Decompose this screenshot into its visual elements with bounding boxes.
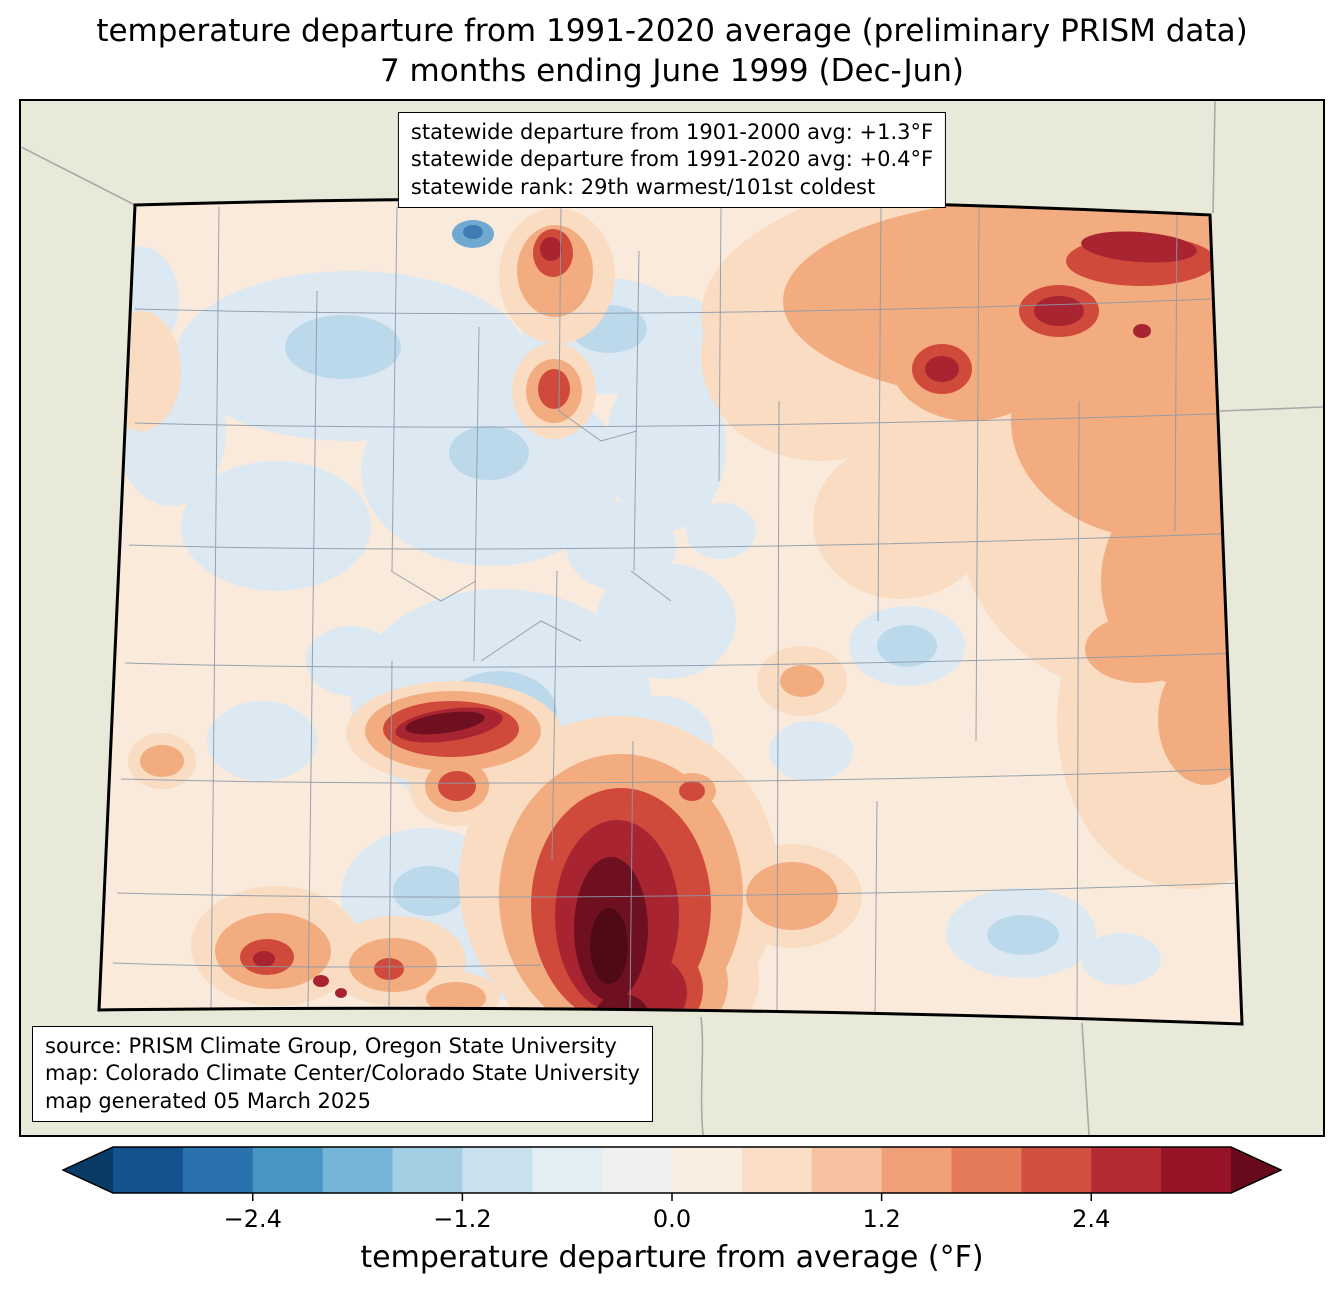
colorbar-segment [1161, 1147, 1232, 1193]
colorbar: −2.4 −1.2 0.0 1.2 2.4 [62, 1145, 1282, 1237]
colorbar-segment [532, 1147, 603, 1193]
colorbar-segment [1091, 1147, 1162, 1193]
colorbar-tick-labels: −2.4 −1.2 0.0 1.2 2.4 [62, 1203, 1282, 1237]
colorbar-tick-marks [252, 1193, 1092, 1201]
colorbar-tick-label: 1.2 [862, 1205, 901, 1233]
colorbar-segment [951, 1147, 1022, 1193]
colorbar-tick-label: −1.2 [433, 1205, 492, 1233]
colorbar-outline [62, 1146, 1282, 1194]
cool-anomaly-strong [452, 220, 494, 248]
anomaly-fills [99, 198, 1242, 1024]
colorbar-segment [322, 1147, 394, 1193]
colorbar-arrow-right [1231, 1147, 1281, 1193]
map-panel: statewide departure from 1901-2000 avg: … [19, 99, 1325, 1137]
colorbar-tick-label: −2.4 [223, 1205, 282, 1233]
source-credit-box: source: PRISM Climate Group, Oregon Stat… [32, 1026, 653, 1122]
colorbar-segment [392, 1147, 463, 1193]
stats-line-3: statewide rank: 29th warmest/101st colde… [410, 174, 876, 199]
colorbar-segment [811, 1147, 883, 1193]
colorbar-segments [113, 1147, 1232, 1193]
colorbar-segment [741, 1147, 813, 1193]
colorbar-segment [881, 1147, 953, 1193]
colorbar-segment [602, 1147, 673, 1193]
colorbar-segment [113, 1147, 184, 1193]
colorbar-tick-label: 2.4 [1072, 1205, 1111, 1233]
colorbar-segment [252, 1147, 324, 1193]
stats-line-1: statewide departure from 1901-2000 avg: … [410, 120, 934, 144]
figure-title: temperature departure from 1991-2020 ave… [0, 12, 1344, 91]
colorbar-tick-label: 0.0 [652, 1205, 692, 1233]
county-boundaries [112, 206, 1242, 1022]
neighbor-state-borders [21, 101, 1323, 1135]
title-line-1: temperature departure from 1991-2020 ave… [96, 13, 1248, 49]
colorbar-segment [672, 1147, 743, 1193]
statewide-stats-box: statewide departure from 1901-2000 avg: … [397, 112, 947, 208]
colorbar-arrow-left [63, 1147, 113, 1193]
source-line-1: source: PRISM Climate Group, Oregon Stat… [45, 1034, 617, 1059]
title-line-2: 7 months ending June 1999 (Dec-Jun) [379, 52, 965, 89]
source-line-3: map generated 05 March 2025 [45, 1088, 372, 1113]
colorado-anomaly-map [21, 101, 1323, 1135]
colorbar-axis-label: temperature departure from average (°F) [360, 1240, 984, 1275]
colorbar-segment [182, 1147, 254, 1193]
stats-line-2: statewide departure from 1991-2020 avg: … [410, 147, 934, 172]
source-line-2: map: Colorado Climate Center/Colorado St… [45, 1061, 640, 1086]
colorbar-segment [1021, 1147, 1092, 1193]
colorbar-segment [462, 1147, 533, 1193]
colorbar-graphic [62, 1146, 1282, 1201]
